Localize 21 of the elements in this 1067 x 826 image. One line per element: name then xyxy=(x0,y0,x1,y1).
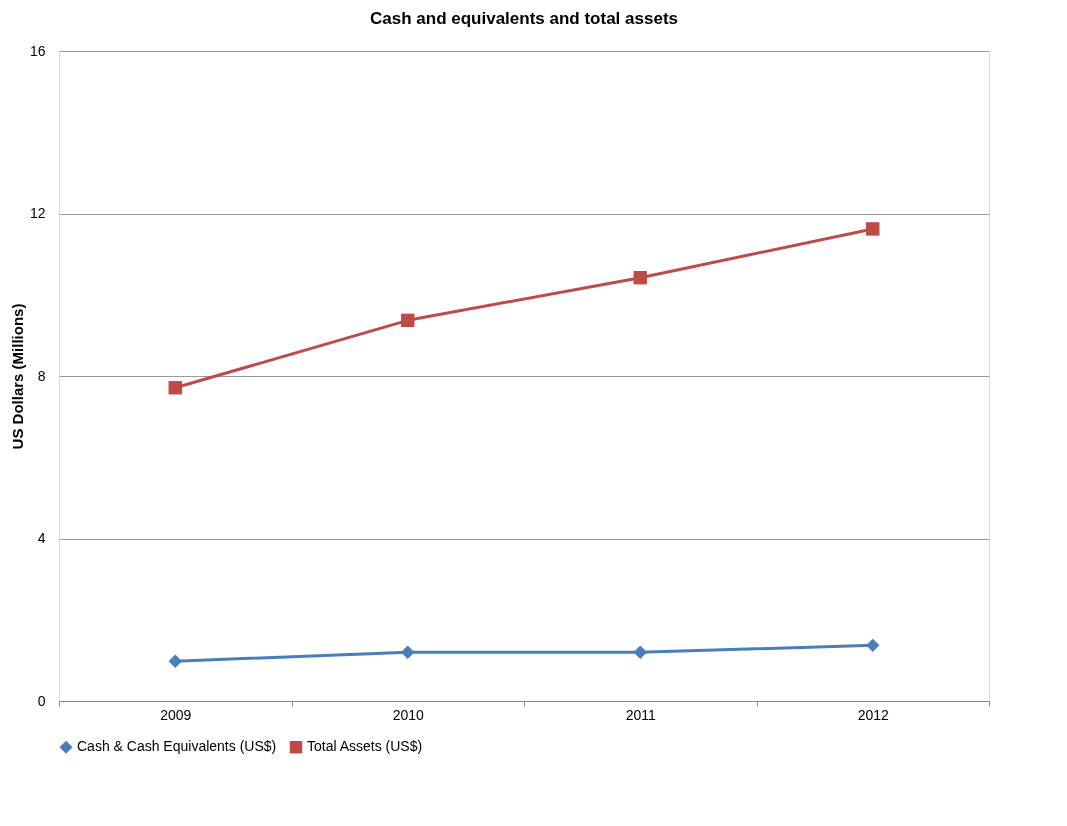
point xyxy=(866,638,880,653)
y-tick-label: 0 xyxy=(37,692,46,709)
y-axis-title: US Dollars (Millions) xyxy=(8,303,26,450)
x-tick-label: 2010 xyxy=(392,706,425,723)
point xyxy=(633,645,647,659)
point xyxy=(168,381,182,395)
y-tick-label: 8 xyxy=(37,367,46,384)
y-tick-label: 4 xyxy=(37,530,46,546)
legend-label: Total Assets (US$) xyxy=(307,738,423,755)
y-tick-label: 16 xyxy=(29,42,46,59)
point xyxy=(168,654,182,668)
x-tick-label: 2012 xyxy=(857,706,890,723)
x-tick-label: 2009 xyxy=(160,706,192,723)
point xyxy=(401,645,415,659)
legend-label: Cash & Cash Equivalents (US$) xyxy=(77,738,277,755)
point xyxy=(866,222,880,236)
y-tick-label: 12 xyxy=(29,205,46,221)
point xyxy=(633,270,647,285)
chart-title: Cash and equivalents and total assets xyxy=(370,9,678,28)
x-tick-label: 2011 xyxy=(625,706,657,723)
point xyxy=(401,313,415,328)
